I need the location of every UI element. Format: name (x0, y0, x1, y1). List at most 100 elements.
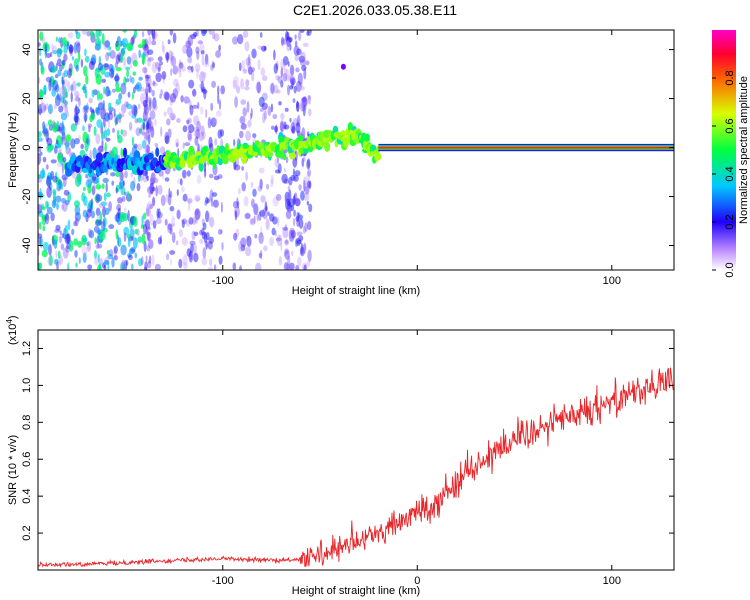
noise-speckle (46, 186, 52, 198)
noise-speckle (136, 117, 143, 123)
noise-speckle (202, 89, 208, 94)
noise-speckle (177, 67, 182, 73)
noise-speckle (194, 208, 201, 221)
noise-speckle (91, 185, 96, 196)
noise-speckle (68, 63, 73, 73)
noise-speckle (108, 110, 113, 115)
noise-speckle (101, 183, 105, 190)
noise-speckle (169, 259, 172, 265)
noise-speckle (149, 110, 156, 120)
noise-speckle (54, 94, 61, 107)
noise-speckle (143, 49, 148, 57)
noise-speckle (84, 55, 90, 63)
noise-speckle (298, 218, 304, 229)
noise-speckle (210, 117, 217, 128)
noise-speckle (248, 66, 253, 75)
noise-speckle (128, 121, 133, 131)
noise-speckle (55, 73, 59, 79)
noise-speckle (151, 186, 156, 192)
x-tick-label: -100 (212, 575, 234, 587)
noise-speckle (129, 250, 132, 258)
noise-speckle (126, 190, 130, 200)
noise-speckle (40, 65, 45, 75)
noise-speckle (47, 104, 53, 115)
noise-speckle (300, 59, 307, 67)
noise-speckle (103, 129, 108, 140)
noise-speckle (245, 171, 248, 182)
noise-speckle (193, 231, 199, 236)
ridge-blob (347, 122, 353, 132)
noise-speckle (301, 97, 307, 103)
noise-speckle (233, 139, 236, 147)
noise-speckle (62, 138, 67, 145)
noise-speckle (171, 115, 175, 121)
noise-speckle (307, 95, 311, 100)
noise-speckle (152, 220, 157, 229)
noise-speckle (146, 144, 150, 154)
colorbar-gradient (712, 30, 736, 270)
noise-speckle (287, 185, 291, 192)
noise-speckle (251, 70, 255, 82)
noise-speckle (293, 217, 296, 227)
noise-speckle (259, 178, 263, 190)
noise-speckle (145, 86, 149, 96)
noise-speckle (149, 97, 153, 106)
noise-speckle (197, 101, 200, 110)
noise-speckle (82, 237, 88, 242)
noise-speckle (151, 40, 157, 46)
noise-speckle (146, 186, 154, 194)
noise-speckle (115, 67, 122, 72)
noise-speckle (182, 44, 188, 54)
noise-speckle (245, 235, 250, 242)
noise-speckle (148, 96, 151, 107)
noise-speckle (120, 129, 124, 135)
noise-speckle (295, 238, 301, 246)
noise-speckle (82, 83, 87, 94)
noise-speckle (157, 236, 162, 245)
noise-speckle (188, 79, 195, 89)
noise-speckle (62, 247, 69, 259)
noise-speckle (293, 85, 297, 94)
noise-speckle (179, 72, 182, 78)
noise-speckle (55, 195, 62, 203)
noise-speckle (70, 84, 74, 92)
noise-speckle (308, 108, 312, 117)
noise-speckle (289, 233, 294, 240)
noise-speckle (170, 51, 174, 63)
noise-speckle (258, 232, 264, 245)
noise-speckle (275, 74, 280, 81)
noise-speckle (215, 50, 222, 58)
noise-speckle (300, 51, 306, 63)
noise-speckle (96, 119, 103, 128)
spectrogram-marks (38, 30, 674, 270)
noise-speckle (162, 171, 165, 180)
noise-speckle (262, 112, 266, 124)
noise-speckle (84, 114, 87, 123)
noise-speckle (186, 123, 190, 129)
noise-speckle (167, 128, 172, 139)
noise-speckle (155, 72, 162, 83)
noise-speckle (120, 82, 127, 95)
noise-speckle (203, 162, 207, 172)
noise-speckle (297, 212, 300, 219)
noise-speckle (102, 177, 109, 184)
noise-speckle (97, 145, 104, 153)
noise-speckle (41, 249, 48, 258)
noise-speckle (189, 240, 196, 246)
noise-speckle (161, 71, 167, 80)
noise-speckle (148, 86, 152, 93)
noise-speckle (297, 256, 302, 267)
noise-speckle (213, 264, 217, 270)
noise-speckle (73, 238, 79, 246)
spectrogram-ylabel: Frequency (Hz) (7, 112, 19, 188)
noise-speckle (278, 256, 283, 266)
noise-speckle (251, 48, 257, 59)
noise-speckle (163, 111, 167, 117)
noise-speckle (259, 31, 263, 38)
noise-speckle (147, 117, 152, 130)
noise-speckle (258, 252, 262, 259)
noise-speckle (182, 142, 185, 150)
noise-speckle (57, 69, 62, 77)
noise-speckle (144, 67, 147, 77)
noise-speckle (285, 209, 292, 220)
